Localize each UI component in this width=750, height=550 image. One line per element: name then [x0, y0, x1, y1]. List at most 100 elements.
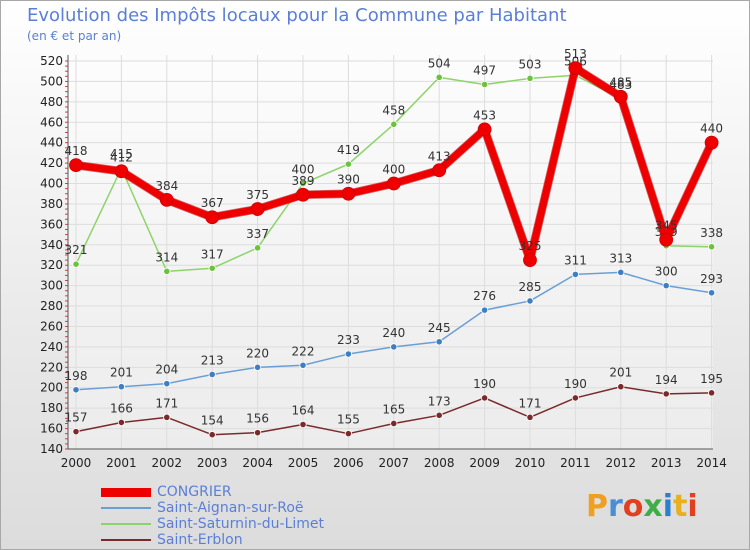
data-label: 413 — [428, 149, 451, 163]
data-point — [344, 430, 352, 438]
y-tick-label: 300 — [40, 279, 63, 293]
series-saint-erblon: 157 166 171 154 156 164 155 165 173 190 171 190 201 1… — [65, 366, 723, 439]
data-label: 345 — [655, 219, 678, 233]
data-point — [254, 244, 262, 252]
data-point — [159, 192, 174, 207]
y-tick-label: 480 — [40, 95, 63, 109]
y-tick-label: 500 — [40, 74, 63, 88]
data-point — [662, 282, 670, 290]
data-point — [163, 380, 171, 388]
x-tick-label: 2010 — [515, 456, 546, 470]
data-point — [299, 179, 307, 188]
data-label: 165 — [382, 402, 405, 416]
data-point — [432, 163, 447, 178]
data-point — [704, 135, 719, 150]
data-label: 503 — [519, 57, 542, 71]
plot-area — [68, 55, 713, 449]
y-tick-label: 140 — [40, 442, 63, 456]
y-tick-label: 340 — [40, 238, 63, 252]
data-label: 164 — [292, 403, 315, 417]
data-label: 220 — [246, 346, 269, 360]
data-label: 317 — [201, 247, 224, 261]
data-point — [435, 338, 443, 346]
data-point — [117, 383, 126, 391]
data-point — [163, 267, 171, 275]
data-label: 367 — [201, 196, 224, 210]
data-label: 321 — [65, 243, 88, 257]
y-tick-label: 200 — [40, 381, 63, 395]
x-tick-label: 2008 — [424, 456, 455, 470]
data-point — [707, 389, 716, 397]
data-point — [523, 253, 537, 268]
legend-swatch — [101, 487, 151, 497]
data-label: 338 — [700, 226, 723, 240]
data-label: 418 — [65, 144, 88, 158]
series-congrier: 418 412 384 367 375 389 390 400 413 453 325 513 485 3… — [65, 47, 723, 268]
data-label: 300 — [655, 265, 678, 279]
data-point — [208, 431, 216, 439]
y-tick-label: 240 — [40, 340, 63, 354]
data-label: 415 — [110, 147, 133, 161]
data-point — [254, 429, 262, 437]
data-label: 419 — [337, 143, 360, 157]
data-point — [299, 361, 307, 369]
chart-title: Evolution des Impôts locaux pour la Comm… — [27, 5, 567, 26]
y-tick-label: 260 — [40, 319, 63, 333]
data-point — [72, 260, 80, 268]
legend-swatch — [101, 539, 151, 541]
legend-label: Saint-Aignan-sur-Roë — [157, 500, 304, 516]
logo-letter: P — [586, 489, 608, 524]
logo-letter: x — [643, 489, 663, 524]
data-point — [208, 370, 216, 379]
data-label: 233 — [337, 333, 360, 347]
data-label: 190 — [473, 377, 496, 391]
data-label: 313 — [609, 251, 632, 265]
x-tick-label: 2006 — [333, 456, 364, 470]
logo-letter: i — [687, 489, 698, 524]
logo-letter: i — [662, 489, 674, 524]
data-label: 375 — [246, 188, 269, 202]
data-label: 157 — [65, 411, 88, 425]
data-point — [480, 394, 489, 402]
data-label: 245 — [428, 321, 451, 335]
data-point — [296, 187, 310, 202]
data-point — [480, 306, 489, 314]
y-tick-label: 460 — [40, 115, 63, 129]
legend-item: Saint-Erblon — [101, 532, 243, 548]
x-tick-label: 2012 — [606, 456, 637, 470]
chart-subtitle: (en € et par an) — [27, 29, 122, 43]
logo-letter: t — [673, 489, 688, 524]
x-tick-label: 2004 — [242, 456, 273, 470]
data-label: 293 — [700, 272, 723, 286]
data-point — [390, 343, 398, 351]
data-label: 440 — [700, 122, 723, 136]
legend-label: CONGRIER — [157, 484, 232, 500]
data-point — [72, 428, 80, 436]
y-tick-label: 440 — [40, 136, 63, 150]
data-label: 198 — [65, 369, 88, 383]
data-point — [568, 61, 583, 76]
data-label: 485 — [609, 76, 632, 90]
legend-item: Saint-Aignan-sur-Roë — [101, 500, 304, 516]
data-point — [526, 413, 534, 421]
data-label: 285 — [519, 280, 542, 294]
data-label: 156 — [246, 412, 269, 426]
data-point — [69, 158, 83, 173]
data-point — [707, 243, 716, 251]
data-point — [477, 122, 492, 137]
data-point — [617, 383, 625, 391]
data-point — [480, 80, 489, 89]
legend-swatch — [101, 523, 151, 525]
data-label: 390 — [337, 173, 360, 187]
data-label: 400 — [292, 163, 315, 177]
data-label: 195 — [700, 372, 723, 386]
data-label: 204 — [155, 363, 178, 377]
data-point — [344, 160, 352, 168]
x-tick-label: 2011 — [560, 456, 591, 470]
data-label: 325 — [519, 239, 542, 253]
data-point — [390, 419, 398, 428]
data-label: 513 — [564, 47, 587, 61]
data-point — [526, 74, 534, 82]
data-point — [117, 418, 126, 427]
